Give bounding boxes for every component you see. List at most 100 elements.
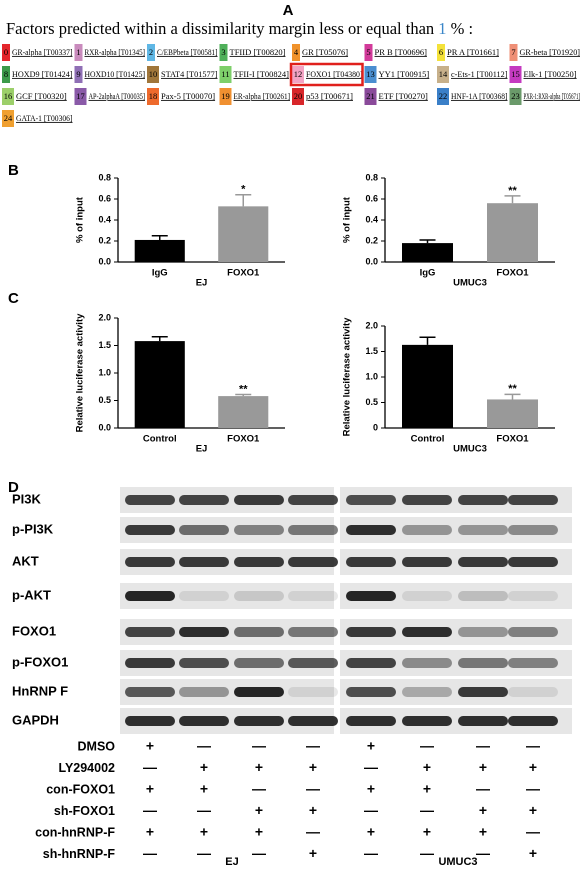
y-tick-label: 0.4	[98, 214, 111, 224]
blot-band	[508, 525, 558, 535]
y-tick-label: 1.0	[365, 371, 378, 381]
factor-name: ETF [T00270]	[379, 91, 429, 101]
blot-band	[346, 557, 396, 567]
blot-band	[508, 716, 558, 726]
factor-number: 13	[366, 69, 375, 79]
factor-color-box	[219, 66, 232, 83]
factor-name: AP-2alphaA [T00035]	[89, 91, 146, 101]
factor-name: HOXD10 [T01425]	[85, 69, 146, 79]
treatment-label: sh-FOXO1	[54, 804, 115, 818]
factor-color-box	[2, 66, 10, 83]
blot-band	[346, 525, 396, 535]
y-tick-label: 0.0	[98, 422, 111, 432]
highlight-box	[289, 62, 364, 87]
error-bar	[235, 393, 252, 397]
y-tick-label: 0.5	[98, 395, 111, 405]
factor-color-box	[2, 88, 14, 105]
blot-band	[402, 716, 452, 726]
treatment-label: sh-hnRNP-F	[43, 847, 116, 861]
treatment-sign: —	[364, 845, 378, 861]
treatment-sign: —	[526, 781, 540, 797]
margin-value: 1	[438, 19, 446, 38]
y-tick-label: 0.6	[365, 193, 378, 203]
error-bar	[235, 194, 252, 207]
title-end: % :	[451, 19, 473, 38]
blot-band	[179, 627, 229, 637]
error-bar	[151, 335, 168, 342]
blot-band	[288, 687, 338, 697]
treatment-sign: —	[197, 845, 211, 861]
treatment-sign: +	[367, 738, 375, 754]
cell-line-label: EJ	[225, 856, 238, 868]
treatment-sign: +	[529, 845, 537, 861]
y-tick-label: 0.0	[365, 256, 378, 266]
blot-band	[508, 591, 558, 601]
factor-number: 7	[511, 47, 515, 57]
x-axis-label: EJ	[196, 444, 208, 455]
blot-band	[346, 495, 396, 505]
treatment-sign: +	[367, 781, 375, 797]
blot-band	[288, 525, 338, 535]
significance-label: **	[239, 383, 248, 395]
blot-band	[125, 716, 175, 726]
blot-band	[458, 495, 508, 505]
error-bar	[504, 393, 521, 400]
treatment-sign: +	[479, 802, 487, 818]
blot-band	[125, 627, 175, 637]
bar	[218, 396, 269, 428]
factor-name: Pax-5 [T00070]	[161, 91, 215, 101]
panel-label: B	[8, 162, 19, 179]
factor-name: STAT4 [T01577]	[161, 69, 218, 79]
treatment-sign: +	[200, 781, 208, 797]
factor-color-box	[437, 88, 449, 105]
protein-label: FOXO1	[12, 623, 56, 638]
factor-color-box	[292, 44, 300, 61]
cell-line-label: UMUC3	[438, 856, 477, 868]
blot-band	[288, 495, 338, 505]
treatment-sign: —	[420, 802, 434, 818]
blot-band	[508, 557, 558, 567]
y-tick-label: 0.4	[365, 214, 378, 224]
blot-band	[234, 591, 284, 601]
factor-name: GR-beta [T01920]	[520, 47, 581, 57]
protein-label: HnRNP F	[12, 683, 68, 698]
treatment-sign: +	[309, 802, 317, 818]
x-tick-label: IgG	[420, 268, 436, 279]
blot-band	[288, 716, 338, 726]
blot-band	[179, 687, 229, 697]
protein-label: AKT	[12, 553, 39, 568]
y-tick-label: 1.5	[365, 346, 378, 356]
factor-number: 8	[4, 69, 8, 79]
treatment-sign: +	[255, 802, 263, 818]
blot-band	[458, 687, 508, 697]
error-bar	[419, 336, 436, 345]
factor-color-box	[509, 88, 522, 105]
blot-band	[288, 627, 338, 637]
factor-color-box	[147, 66, 159, 83]
factor-number: 1	[76, 47, 80, 57]
treatment-sign: —	[306, 738, 320, 754]
y-axis-label: Relative luciferase activity	[342, 317, 353, 437]
treatment-sign: —	[476, 781, 490, 797]
y-tick-label: 0.2	[98, 235, 111, 245]
factor-color-box	[437, 44, 445, 61]
treatment-label: LY294002	[58, 761, 115, 775]
factor-color-box	[364, 88, 377, 105]
blot-band	[234, 658, 284, 668]
treatment-sign: +	[423, 781, 431, 797]
treatment-sign: +	[255, 759, 263, 775]
blot-band	[234, 627, 284, 637]
treatment-sign: +	[479, 824, 487, 840]
blot-band	[458, 627, 508, 637]
blot-band	[346, 627, 396, 637]
blot-band	[125, 557, 175, 567]
blot-band	[402, 557, 452, 567]
bar	[402, 344, 453, 428]
factor-color-box	[437, 66, 449, 83]
factor-name: GR [T05076]	[302, 47, 348, 57]
factor-color-box	[74, 66, 83, 83]
treatment-sign: —	[420, 845, 434, 861]
treatment-sign: +	[479, 759, 487, 775]
treatment-sign: —	[143, 759, 157, 775]
blot-band	[125, 495, 175, 505]
